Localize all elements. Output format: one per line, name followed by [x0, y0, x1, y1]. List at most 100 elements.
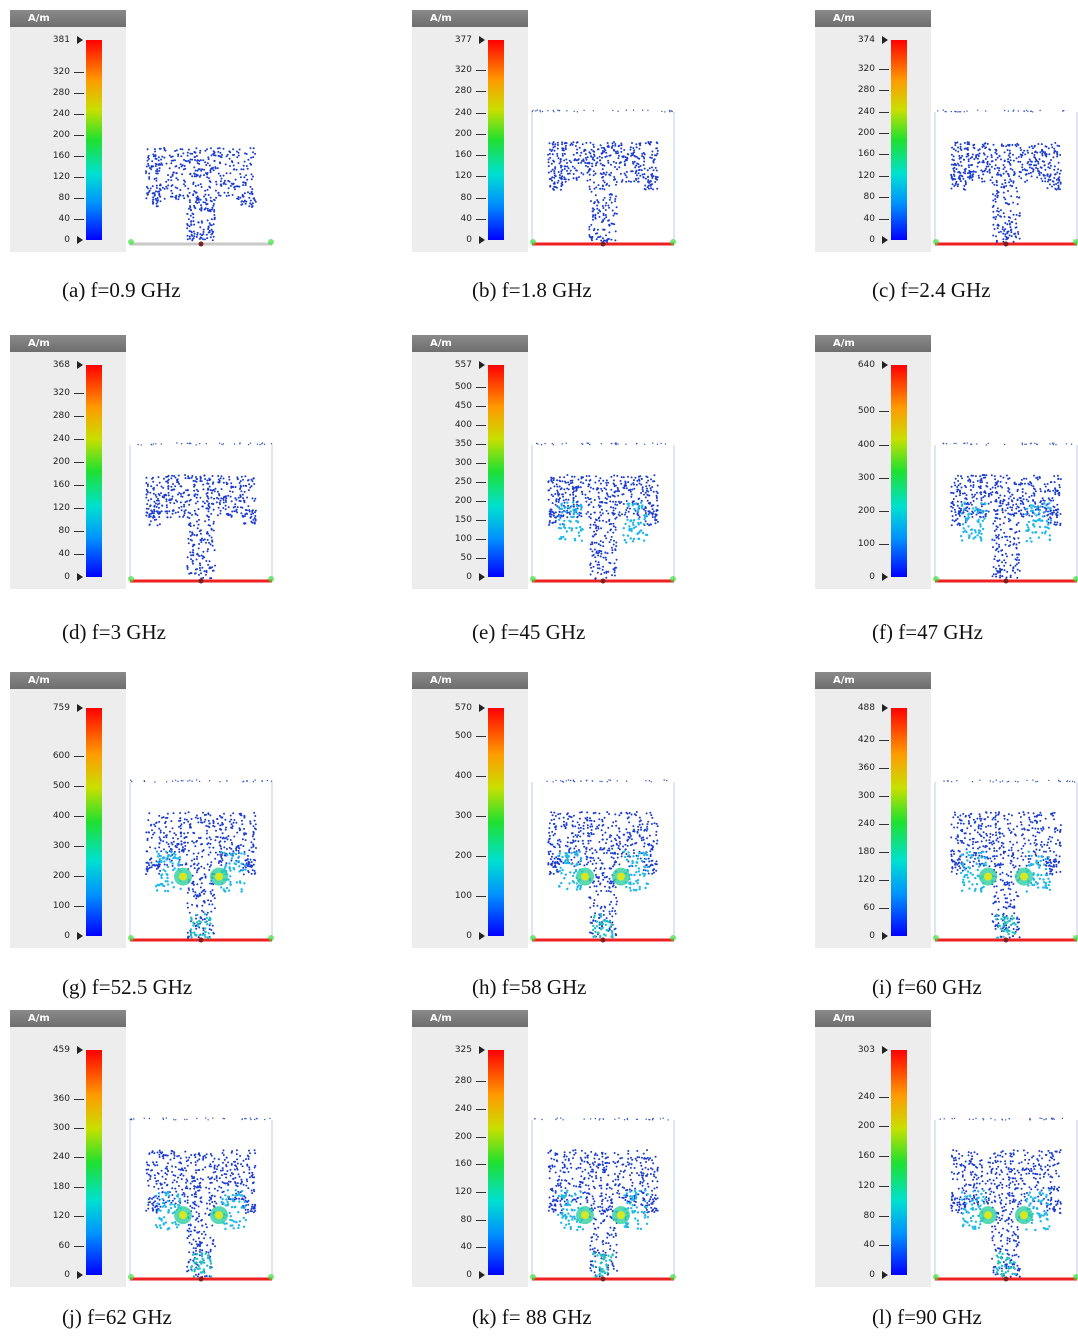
subfigure-caption: (g) f=52.5 GHz — [62, 975, 193, 999]
current-distribution-plot — [933, 109, 1078, 247]
tick-mark — [74, 1098, 84, 1100]
tick-mark — [74, 755, 84, 757]
legend-panel — [412, 689, 528, 948]
tick-mark — [476, 405, 486, 407]
tick-label: 280 — [52, 88, 70, 99]
tick-label: 280 — [857, 85, 875, 96]
tick-mark — [74, 1127, 84, 1129]
tick-mark — [879, 879, 889, 881]
tick-label: 40 — [460, 213, 472, 224]
tick-mark — [879, 133, 889, 135]
scale-arrow-icon — [882, 704, 888, 712]
subfigure-caption: (a) f=0.9 GHz — [62, 278, 181, 302]
tick-label: 240 — [454, 1103, 472, 1114]
tick-mark — [476, 176, 486, 178]
tick-mark — [74, 93, 84, 95]
tick-label: 400 — [52, 810, 70, 821]
tick-mark — [879, 197, 889, 199]
legend-panel — [10, 689, 126, 948]
tick-label: 240 — [52, 1152, 70, 1163]
tick-label: 300 — [52, 840, 70, 851]
current-distribution-plot — [128, 1117, 274, 1282]
color-scale-bar — [86, 40, 102, 240]
color-scale-bar — [86, 708, 102, 936]
tick-mark — [879, 1096, 889, 1098]
tick-label: 400 — [454, 771, 472, 781]
tick-label: 200 — [454, 851, 472, 861]
tick-label: 160 — [857, 1151, 875, 1162]
tick-label: 200 — [857, 128, 875, 139]
subfigure-caption: (k) f= 88 GHz — [472, 1305, 592, 1329]
tick-label: 120 — [52, 1211, 70, 1222]
tick-mark — [74, 177, 84, 178]
tick-label: 350 — [454, 438, 472, 449]
tick-mark — [476, 1108, 486, 1110]
tick-mark — [879, 543, 889, 545]
current-distribution-plot — [933, 1117, 1078, 1282]
tick-label: 320 — [52, 387, 70, 398]
legend-panel — [412, 27, 528, 252]
field-panel: A/m 557 500 450 400 350 300 250 200 150 100 50 0 — [412, 335, 712, 635]
tick-label: 180 — [857, 846, 875, 857]
tick-mark — [879, 218, 889, 220]
unit-header: A/m — [815, 672, 931, 689]
tick-label: 325 — [454, 1045, 472, 1055]
tick-label: 200 — [857, 1121, 875, 1132]
legend-panel — [10, 27, 126, 252]
unit-header: A/m — [10, 335, 126, 352]
color-scale-bar — [86, 1050, 102, 1275]
tick-mark — [476, 519, 486, 521]
tick-mark — [879, 1215, 889, 1217]
tick-mark — [74, 219, 84, 220]
scale-arrow-icon — [882, 36, 888, 44]
tick-mark — [74, 1216, 84, 1218]
tick-mark — [476, 856, 486, 857]
tick-mark — [476, 386, 486, 388]
tick-label: 0 — [466, 931, 472, 941]
tick-mark — [74, 392, 84, 394]
scale-arrow-icon — [479, 1046, 485, 1054]
tick-label: 360 — [52, 1093, 70, 1104]
tick-label: 80 — [863, 192, 875, 203]
tick-label: 0 — [64, 931, 70, 941]
tick-label: 500 — [857, 406, 875, 417]
tick-label: 240 — [857, 1091, 875, 1102]
tick-mark — [879, 444, 889, 446]
tick-mark — [74, 553, 84, 555]
tick-mark — [476, 1136, 486, 1138]
tick-label: 200 — [454, 495, 472, 506]
tick-mark — [879, 510, 889, 512]
unit-header: A/m — [412, 672, 528, 689]
tick-mark — [476, 91, 486, 93]
legend-panel — [10, 1027, 126, 1287]
tick-label: 303 — [857, 1045, 875, 1055]
tick-mark — [879, 154, 889, 156]
tick-mark — [74, 72, 84, 74]
tick-label: 120 — [52, 172, 70, 182]
tick-label: 300 — [857, 472, 875, 483]
tick-label: 488 — [857, 703, 875, 713]
field-panel: A/m 368 320 280 240 200 160 120 80 40 0 — [10, 335, 310, 635]
field-panel: A/m 640 500 400 300 200 100 0 — [815, 335, 1078, 635]
tick-label: 570 — [454, 703, 472, 713]
color-scale-bar — [891, 708, 907, 936]
tick-mark — [879, 1245, 889, 1247]
tick-label: 240 — [454, 107, 472, 118]
tick-mark — [476, 70, 486, 72]
tick-mark — [476, 736, 486, 737]
current-distribution-plot — [530, 442, 676, 584]
tick-mark — [879, 1126, 889, 1128]
subfigure-caption: (h) f=58 GHz — [472, 975, 587, 999]
scale-arrow-icon — [882, 573, 888, 581]
tick-label: 320 — [857, 63, 875, 74]
current-distribution-plot — [128, 779, 274, 943]
scale-arrow-icon — [77, 704, 83, 712]
field-panel: A/m 759 600 500 400 300 200 100 0 — [10, 672, 310, 972]
tick-mark — [74, 815, 84, 817]
legend-panel — [815, 27, 931, 252]
unit-header: A/m — [10, 10, 126, 27]
tick-label: 280 — [454, 1076, 472, 1087]
scale-arrow-icon — [77, 573, 83, 581]
legend-panel — [412, 1027, 528, 1287]
field-panel: A/m 374 320 280 240 200 160 120 80 40 0 — [815, 10, 1078, 310]
